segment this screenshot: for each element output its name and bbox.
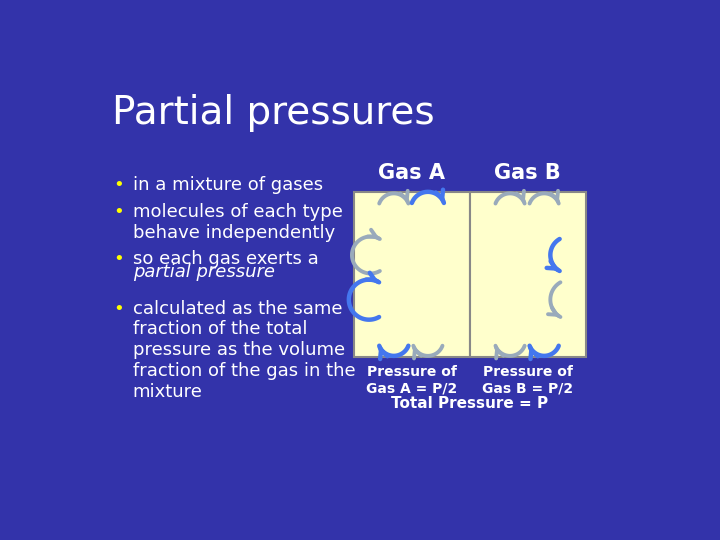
Text: in a mixture of gases: in a mixture of gases [132,177,323,194]
Text: Pressure of
Gas B = P/2: Pressure of Gas B = P/2 [482,365,573,395]
Text: so each gas exerts a: so each gas exerts a [132,249,318,268]
Text: •: • [113,249,124,268]
Bar [354,192,469,357]
Text: •: • [113,204,124,221]
Text: Gas A: Gas A [378,163,445,183]
Text: Gas B: Gas B [495,163,562,183]
Text: •: • [113,177,124,194]
Text: molecules of each type
behave independently: molecules of each type behave independen… [132,204,343,242]
Text: Total Pressure = P: Total Pressure = P [391,396,549,411]
Text: partial pressure: partial pressure [132,264,274,281]
Text: •: • [113,300,124,318]
Text: calculated as the same
fraction of the total
pressure as the volume
fraction of : calculated as the same fraction of the t… [132,300,355,401]
Text: Partial pressures: Partial pressures [112,94,434,132]
Text: Pressure of
Gas A = P/2: Pressure of Gas A = P/2 [366,365,457,395]
Bar [469,192,586,357]
